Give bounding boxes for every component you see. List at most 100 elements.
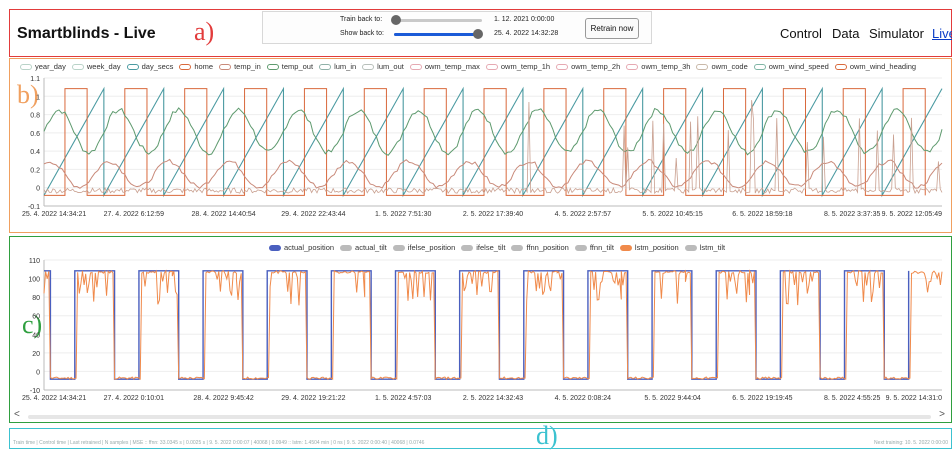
- series-actual-position: [44, 270, 910, 380]
- legend-marker-icon: [574, 245, 587, 252]
- legend-marker-icon: [71, 64, 84, 71]
- scroll-left-arrow[interactable]: <: [14, 409, 20, 420]
- x-tick-label: 29. 4. 2022 22:43:44: [281, 211, 345, 218]
- y-tick-label: 0.4: [30, 149, 40, 156]
- predictions-legend-item[interactable]: actual_tilt: [340, 243, 387, 252]
- legend-label: year_day: [35, 62, 66, 71]
- legend-marker-icon: [753, 64, 766, 71]
- legend-marker-icon: [511, 245, 524, 252]
- show-back-slider[interactable]: [394, 29, 483, 39]
- x-tick-label: 1. 5. 2022 7:51:30: [375, 211, 432, 218]
- legend-label: lum_in: [334, 62, 357, 71]
- nav-link-simulator[interactable]: Simulator: [869, 26, 924, 41]
- predictions-legend-item[interactable]: lstm_position: [619, 243, 679, 252]
- x-tick-label: 9. 5. 2022 14:31:0: [886, 395, 943, 402]
- train-back-value: 1. 12. 2021 0:00:00: [494, 16, 555, 23]
- legend-label: owm_temp_max: [424, 62, 480, 71]
- model-status-text: Train time | Control time | Last retrain…: [13, 440, 425, 446]
- legend-marker-icon: [340, 245, 353, 252]
- x-tick-label: 29. 4. 2022 19:21:22: [281, 395, 345, 402]
- legend-marker-icon: [619, 245, 632, 252]
- features-legend-item[interactable]: owm_wind_speed: [753, 62, 829, 71]
- features-legend-item[interactable]: owm_temp_1h: [485, 62, 551, 71]
- predictions-legend-item[interactable]: ifelse_tilt: [461, 243, 505, 252]
- train-slider-track: [394, 19, 482, 22]
- y-tick-label: -0.1: [28, 204, 40, 211]
- predictions-legend-item[interactable]: ffnn_position: [511, 243, 569, 252]
- y-tick-label: 40: [32, 332, 40, 339]
- features-legend-item[interactable]: owm_wind_heading: [834, 62, 916, 71]
- series-home: [44, 88, 926, 196]
- show-slider-thumb[interactable]: [472, 29, 483, 39]
- scroll-right-arrow[interactable]: >: [939, 409, 945, 420]
- features-legend-item[interactable]: lum_out: [362, 62, 404, 71]
- region-label-c: c): [22, 310, 43, 339]
- x-tick-label: 27. 4. 2022 6:12:59: [104, 211, 164, 218]
- nav-link-data[interactable]: Data: [832, 26, 860, 41]
- legend-label: temp_in: [234, 62, 261, 71]
- legend-marker-icon: [834, 64, 847, 71]
- region-label-b: b): [17, 80, 39, 109]
- x-tick-label: 1. 5. 2022 4:57:03: [375, 395, 432, 402]
- y-tick-label: 1.1: [30, 76, 40, 83]
- predictions-legend-item[interactable]: ifelse_position: [392, 243, 455, 252]
- horizontal-scrollbar[interactable]: < >: [12, 409, 947, 421]
- train-back-slider[interactable]: [390, 15, 482, 25]
- predictions-legend-item[interactable]: ffnn_tilt: [574, 243, 614, 252]
- legend-marker-icon: [461, 245, 474, 252]
- legend-label: owm_temp_2h: [571, 62, 621, 71]
- legend-label: owm_temp_1h: [500, 62, 551, 71]
- features-legend-item[interactable]: temp_in: [219, 62, 261, 71]
- features-legend: year_day week_day day_secs home temp_in temp_…: [20, 62, 922, 71]
- retrain-now-button[interactable]: Retrain now: [585, 18, 639, 39]
- scrollbar-thumb[interactable]: [28, 415, 931, 419]
- region-label-a: a): [194, 17, 215, 46]
- legend-marker-icon: [266, 64, 279, 71]
- region-label-d: d): [536, 421, 558, 450]
- features-legend-item[interactable]: owm_code: [696, 62, 748, 71]
- x-tick-label: 2. 5. 2022 17:39:40: [463, 211, 523, 218]
- nav-link-live[interactable]: Live: [932, 26, 952, 41]
- y-tick-label: 0: [36, 369, 40, 376]
- x-tick-label: 5. 5. 2022 9:44:04: [644, 395, 701, 402]
- legend-marker-icon: [485, 64, 498, 71]
- nav-link-control[interactable]: Control: [780, 26, 822, 41]
- next-training-text: Next training: 10. 5. 2022 0:00:00: [874, 440, 948, 446]
- predictions-legend-item[interactable]: lstm_tilt: [684, 243, 725, 252]
- legend-label: ffnn_position: [526, 243, 569, 252]
- y-tick-label: 100: [28, 277, 40, 284]
- features-legend-item[interactable]: owm_temp_2h: [556, 62, 620, 71]
- train-back-label: Train back to:: [340, 16, 383, 23]
- legend-marker-icon: [392, 245, 405, 252]
- features-legend-item[interactable]: day_secs: [126, 62, 173, 71]
- predictions-legend-item[interactable]: actual_position: [269, 243, 334, 252]
- features-legend-item[interactable]: year_day: [20, 62, 66, 71]
- y-tick-label: 0: [36, 186, 40, 193]
- x-tick-label: 28. 4. 2022 14:40:54: [191, 211, 255, 218]
- features-legend-item[interactable]: temp_out: [266, 62, 314, 71]
- legend-label: owm_code: [711, 62, 748, 71]
- features-legend-item[interactable]: owm_temp_3h: [626, 62, 690, 71]
- legend-label: actual_tilt: [355, 243, 387, 252]
- features-legend-item[interactable]: lum_in: [319, 62, 356, 71]
- y-tick-label: 0.8: [30, 113, 40, 120]
- legend-marker-icon: [126, 64, 139, 71]
- x-tick-label: 4. 5. 2022 0:08:24: [555, 395, 612, 402]
- legend-marker-icon: [409, 64, 422, 71]
- x-tick-label: 5. 5. 2022 10:45:15: [642, 211, 702, 218]
- train-slider-thumb[interactable]: [390, 15, 401, 25]
- features-legend-item[interactable]: week_day: [71, 62, 121, 71]
- x-tick-label: 6. 5. 2022 18:59:18: [732, 211, 792, 218]
- legend-marker-icon: [219, 64, 232, 71]
- show-slider-fill: [394, 33, 478, 36]
- features-chart: 1.1 1 0.8 0.6 0.4 0.2 0 -0.125. 4. 2022 14:34:2…: [22, 76, 943, 218]
- legend-label: owm_temp_3h: [641, 62, 691, 71]
- features-legend-item[interactable]: owm_temp_max: [409, 62, 480, 71]
- series-day-secs: [43, 86, 943, 198]
- legend-label: lstm_position: [634, 243, 679, 252]
- legend-label: temp_out: [281, 62, 314, 71]
- legend-marker-icon: [626, 64, 639, 71]
- y-tick-label: -10: [30, 388, 40, 395]
- features-legend-item[interactable]: home: [179, 62, 213, 71]
- x-tick-label: 4. 5. 2022 2:57:57: [555, 211, 612, 218]
